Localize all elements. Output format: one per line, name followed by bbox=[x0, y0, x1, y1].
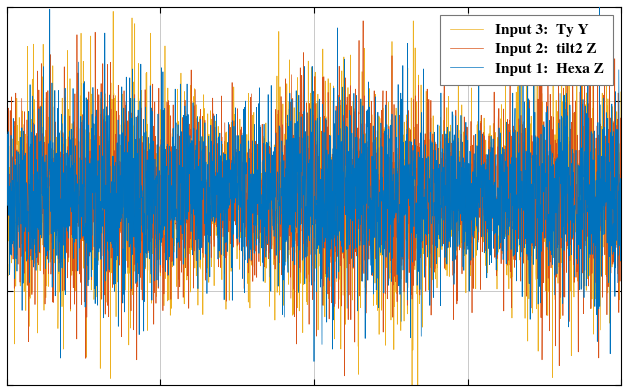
Input 1:  Hexa Z: (1.28e+03, 0.0372): Hexa Z: (1.28e+03, 0.0372) bbox=[265, 188, 273, 192]
Input 2:  tilt2 Z: (0, 0.0709): tilt2 Z: (0, 0.0709) bbox=[3, 183, 11, 187]
Input 1:  Hexa Z: (1.5e+03, -1.05): Hexa Z: (1.5e+03, -1.05) bbox=[310, 359, 318, 364]
Input 3:  Ty Y: (1.15e+03, 0.372): Ty Y: (1.15e+03, 0.372) bbox=[239, 135, 246, 140]
Input 1:  Hexa Z: (1.15e+03, -0.241): Hexa Z: (1.15e+03, -0.241) bbox=[239, 232, 246, 236]
Input 3:  Ty Y: (2.62e+03, -0.11): Ty Y: (2.62e+03, -0.11) bbox=[539, 211, 547, 216]
Input 3:  Ty Y: (342, 0.416): Ty Y: (342, 0.416) bbox=[73, 128, 81, 133]
Input 2:  tilt2 Z: (342, 1.02): tilt2 Z: (342, 1.02) bbox=[73, 33, 81, 37]
Input 2:  tilt2 Z: (2.94e+03, 0.292): tilt2 Z: (2.94e+03, 0.292) bbox=[605, 148, 613, 152]
Line: Input 2:  tilt2 Z: Input 2: tilt2 Z bbox=[7, 21, 621, 376]
Input 1:  Hexa Z: (342, 0.0804): Hexa Z: (342, 0.0804) bbox=[73, 181, 81, 186]
Input 2:  tilt2 Z: (1.65e+03, -1.14): tilt2 Z: (1.65e+03, -1.14) bbox=[341, 374, 349, 378]
Input 3:  Ty Y: (2.94e+03, 0.364): Ty Y: (2.94e+03, 0.364) bbox=[605, 136, 613, 141]
Input 1:  Hexa Z: (520, -0.56): Hexa Z: (520, -0.56) bbox=[110, 282, 117, 287]
Line: Input 1:  Hexa Z: Input 1: Hexa Z bbox=[7, 0, 621, 361]
Input 3:  Ty Y: (1.28e+03, -0.145): Ty Y: (1.28e+03, -0.145) bbox=[266, 216, 273, 221]
Input 1:  Hexa Z: (3e+03, -0.0514): Hexa Z: (3e+03, -0.0514) bbox=[617, 202, 625, 207]
Input 1:  Hexa Z: (0, 0.128): Hexa Z: (0, 0.128) bbox=[3, 174, 11, 178]
Input 3:  Ty Y: (3e+03, 0.661): Ty Y: (3e+03, 0.661) bbox=[617, 90, 625, 94]
Input 3:  Ty Y: (521, 0.355): Ty Y: (521, 0.355) bbox=[110, 138, 117, 142]
Line: Input 3:  Ty Y: Input 3: Ty Y bbox=[7, 11, 621, 391]
Input 2:  tilt2 Z: (3e+03, -0.252): tilt2 Z: (3e+03, -0.252) bbox=[617, 233, 625, 238]
Input 1:  Hexa Z: (2.94e+03, 0.215): Hexa Z: (2.94e+03, 0.215) bbox=[605, 160, 613, 165]
Input 2:  tilt2 Z: (1.74e+03, 1.11): tilt2 Z: (1.74e+03, 1.11) bbox=[359, 18, 367, 23]
Input 3:  Ty Y: (1.98e+03, -1.24): Ty Y: (1.98e+03, -1.24) bbox=[408, 389, 416, 392]
Input 2:  tilt2 Z: (2.62e+03, 0.0521): tilt2 Z: (2.62e+03, 0.0521) bbox=[539, 185, 547, 190]
Input 1:  Hexa Z: (2.62e+03, 0.142): Hexa Z: (2.62e+03, 0.142) bbox=[539, 171, 546, 176]
Input 3:  Ty Y: (0, -0.221): Ty Y: (0, -0.221) bbox=[3, 229, 11, 233]
Input 3:  Ty Y: (519, 1.17): Ty Y: (519, 1.17) bbox=[109, 9, 117, 14]
Input 2:  tilt2 Z: (1.15e+03, 0.216): tilt2 Z: (1.15e+03, 0.216) bbox=[239, 160, 246, 164]
Legend: Input 3:  Ty Y, Input 2:  tilt2 Z, Input 1:  Hexa Z: Input 3: Ty Y, Input 2: tilt2 Z, Input 1… bbox=[440, 15, 614, 85]
Input 2:  tilt2 Z: (1.28e+03, 0.208): tilt2 Z: (1.28e+03, 0.208) bbox=[265, 161, 273, 166]
Input 2:  tilt2 Z: (520, 0.638): tilt2 Z: (520, 0.638) bbox=[110, 93, 117, 98]
